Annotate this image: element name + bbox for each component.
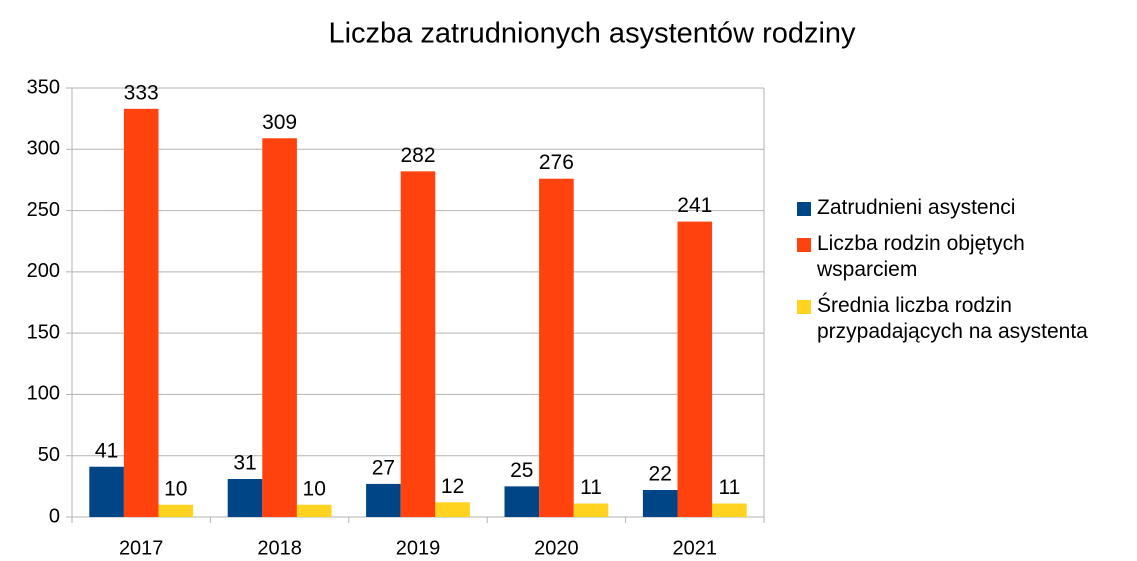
y-tick-label: 150 <box>27 321 60 343</box>
legend: Zatrudnieni asystenci Liczba rodzin objęt… <box>797 195 1117 355</box>
y-tick-label: 300 <box>27 138 60 160</box>
x-tick-label: 2020 <box>534 537 579 559</box>
value-label: 309 <box>262 111 297 134</box>
x-tick-label: 2017 <box>119 537 164 559</box>
legend-item: Liczba rodzin objętych wsparciem <box>797 231 1117 283</box>
value-label: 11 <box>718 476 740 499</box>
chart-title: Liczba zatrudnionych asystentów rodziny <box>328 18 856 50</box>
y-tick-label: 100 <box>27 383 60 405</box>
value-label: 27 <box>372 456 395 479</box>
value-label: 41 <box>95 439 118 462</box>
bar <box>642 490 678 517</box>
x-tick-label: 2018 <box>257 537 302 559</box>
value-label: 25 <box>510 459 533 482</box>
value-label: 10 <box>303 477 326 500</box>
legend-item: Średnia liczba rodzin przypadających na … <box>797 293 1117 345</box>
y-tick-label: 350 <box>27 76 60 98</box>
y-tick-label: 200 <box>27 260 60 282</box>
bar <box>89 466 124 517</box>
value-label: 22 <box>649 463 672 486</box>
x-tick-label: 2021 <box>673 537 718 559</box>
value-label: 12 <box>441 475 464 498</box>
x-tick-label: 2019 <box>396 537 441 559</box>
bar <box>400 171 436 517</box>
bar <box>435 502 470 517</box>
bar <box>504 486 540 517</box>
value-label: 31 <box>233 452 256 475</box>
legend-swatch <box>797 300 811 314</box>
y-tick-label: 250 <box>27 199 60 221</box>
bar <box>123 108 159 517</box>
legend-item: Zatrudnieni asystenci <box>797 195 1117 221</box>
bar <box>573 503 609 517</box>
legend-swatch <box>797 238 811 252</box>
bar <box>296 504 332 517</box>
y-tick-label: 0 <box>49 505 60 527</box>
value-label: 282 <box>400 144 435 167</box>
bar <box>539 178 574 517</box>
value-label: 241 <box>677 194 712 217</box>
bar <box>366 483 401 517</box>
legend-label: Średnia liczba rodzin przypadających na … <box>817 294 1088 343</box>
legend-label: Liczba rodzin objętych wsparciem <box>817 232 1025 281</box>
bar <box>262 138 297 518</box>
bar <box>712 503 747 517</box>
bar <box>677 221 713 518</box>
value-label: 10 <box>164 477 187 500</box>
value-label: 276 <box>539 151 574 174</box>
value-label: 333 <box>124 81 159 104</box>
y-tick-label: 50 <box>38 444 60 466</box>
value-label: 11 <box>580 476 602 499</box>
legend-swatch <box>797 202 811 216</box>
bar <box>227 479 263 517</box>
legend-label: Zatrudnieni asystenci <box>817 196 1016 219</box>
bar <box>158 504 194 517</box>
